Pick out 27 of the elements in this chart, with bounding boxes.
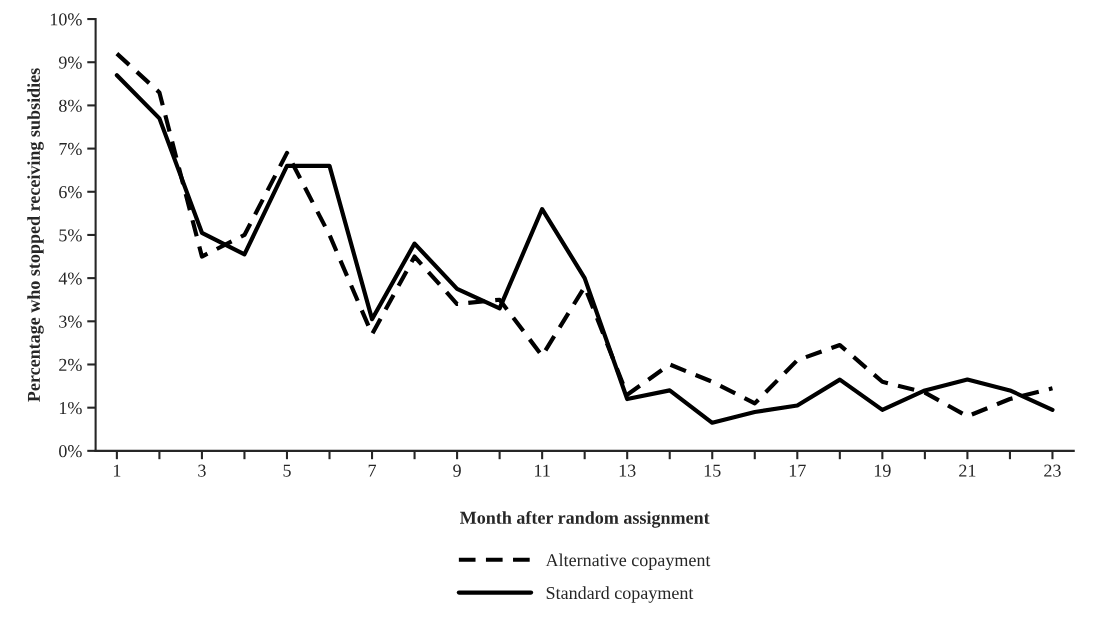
x-tick-label: 1 xyxy=(113,464,121,477)
y-axis-title: Percentage who stopped receiving subsidies xyxy=(27,68,44,402)
y-tick-label: 1% xyxy=(59,401,82,415)
x-tick-label: 5 xyxy=(283,464,291,477)
x-tick-label: 15 xyxy=(704,464,721,477)
y-tick-label: 7% xyxy=(59,142,82,156)
x-tick-label: 23 xyxy=(1044,464,1061,477)
y-tick-label: 5% xyxy=(59,229,82,242)
y-tick-label: 10% xyxy=(50,13,82,26)
y-tick-label: 3% xyxy=(59,315,82,328)
y-tick-label: 0% xyxy=(59,445,82,458)
x-tick-label: 3 xyxy=(198,464,206,477)
y-tick-label: 2% xyxy=(59,358,82,371)
y-tick-label: 8% xyxy=(59,99,82,112)
x-tick-label: 9 xyxy=(453,464,461,477)
x-axis-title: Month after random assignment xyxy=(460,510,710,528)
y-tick-label: 6% xyxy=(59,186,82,199)
x-tick-label: 7 xyxy=(368,464,377,477)
x-tick-label: 21 xyxy=(959,464,976,477)
x-tick-label: 17 xyxy=(789,464,806,477)
y-tick-label: 9% xyxy=(58,56,82,69)
legend-label: Alternative copayment xyxy=(545,553,711,570)
x-tick-label: 19 xyxy=(874,464,891,477)
y-tick-label: 4% xyxy=(58,272,82,285)
x-tick-label: 11 xyxy=(535,464,550,477)
legend-label: Standard copayment xyxy=(546,586,694,603)
x-tick-label: 13 xyxy=(619,464,636,477)
